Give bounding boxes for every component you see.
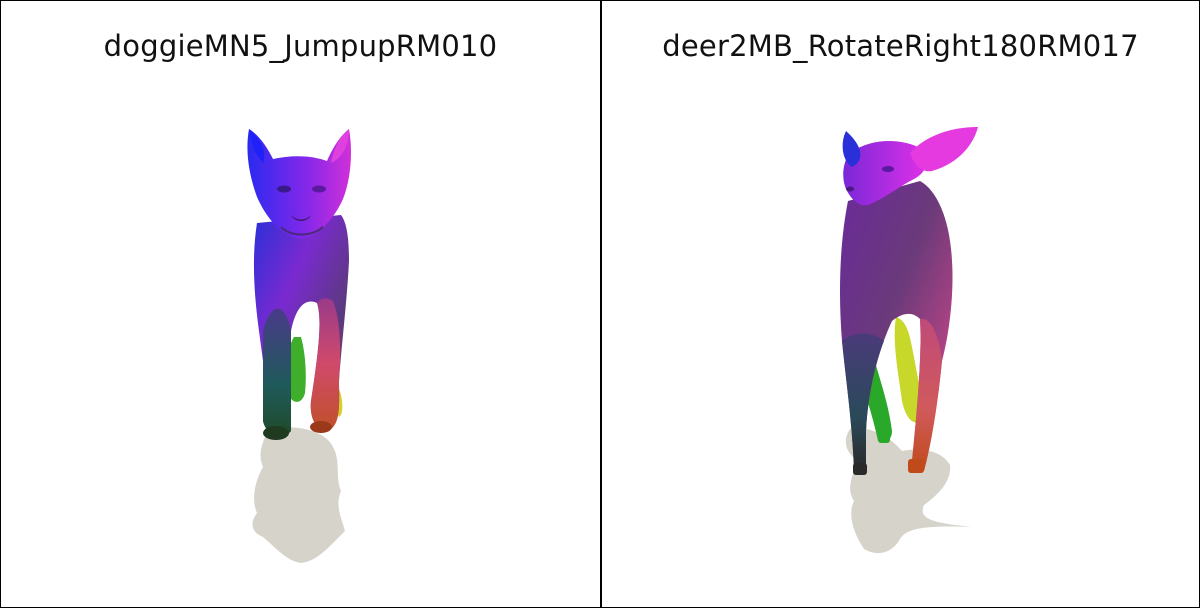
deer-mesh-render (840, 127, 978, 554)
dog-back-leg-left (287, 337, 306, 402)
panel-title-dog: doggieMN5_JumpupRM010 (103, 29, 498, 63)
deer-back-leg-yellow (894, 317, 923, 423)
dog-head (247, 129, 351, 239)
dog-mesh-render (247, 129, 351, 563)
deer-ear-left (842, 131, 861, 167)
deer-ear-right (910, 127, 978, 172)
panel-title-deer: deer2MB_RotateRight180RM017 (662, 29, 1139, 63)
dog-shadow (252, 427, 345, 563)
deer-shadow (845, 428, 972, 554)
deer-head (843, 141, 928, 206)
panel-dog: doggieMN5_JumpupRM010 (1, 1, 600, 607)
panel-deer: deer2MB_RotateRight180RM017 (600, 1, 1199, 607)
